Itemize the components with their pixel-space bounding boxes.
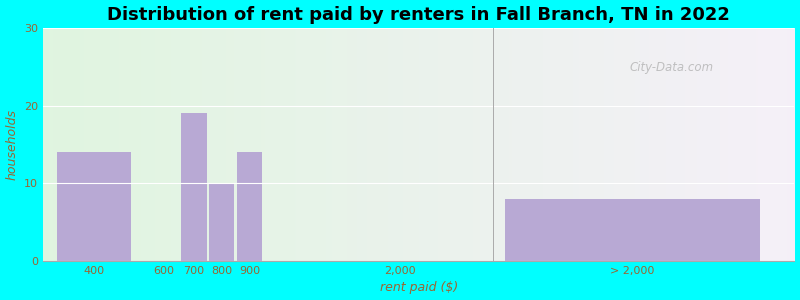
Bar [209, 183, 234, 261]
Text: City-Data.com: City-Data.com [629, 61, 714, 74]
Bar [181, 113, 206, 261]
X-axis label: rent paid ($): rent paid ($) [380, 281, 458, 294]
Y-axis label: households: households [6, 109, 18, 180]
Bar [237, 152, 262, 261]
Bar [505, 199, 760, 261]
Title: Distribution of rent paid by renters in Fall Branch, TN in 2022: Distribution of rent paid by renters in … [107, 6, 730, 24]
Bar [57, 152, 131, 261]
